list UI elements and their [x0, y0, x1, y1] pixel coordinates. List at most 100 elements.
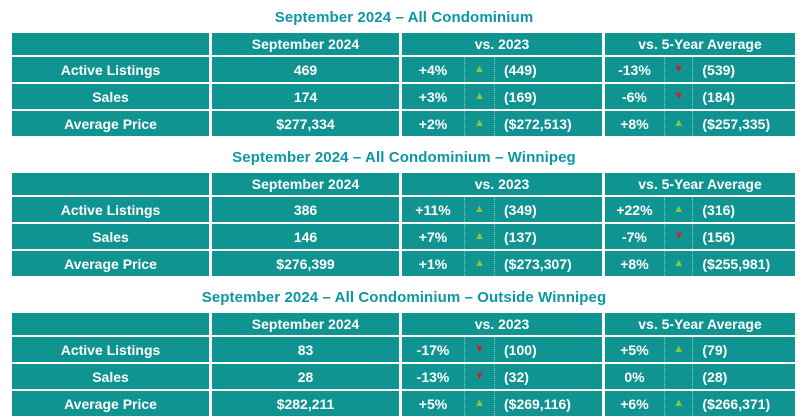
column-header-vs-5yr: vs. 5-Year Average: [605, 33, 795, 57]
trend-arrow-icon: ▲: [663, 337, 693, 362]
trend-arrow-icon: ▲: [663, 391, 693, 416]
comparison-value: (100): [494, 337, 602, 362]
pct-change: +7%: [418, 228, 448, 245]
trend-arrow-icon: ▼: [464, 337, 494, 362]
column-header-current: September 2024: [212, 173, 402, 197]
comparison-value: (539): [692, 57, 795, 82]
row-label: Average Price: [12, 251, 212, 276]
comparison-value: ($266,371): [692, 391, 795, 416]
table-row: Active Listings 83 -17% ▼ (100) +5% ▲ (7…: [12, 337, 795, 364]
table-section-outside-winnipeg: September 2024 – All Condominium – Outsi…: [0, 280, 808, 420]
trend-arrow-icon: ▲: [464, 391, 494, 416]
vs-5yr-cell: 0% (28): [605, 364, 795, 391]
comparison-value: (449): [494, 57, 602, 82]
vs-2023-cell: +4% ▲ (449): [402, 57, 605, 84]
current-value: $276,399: [212, 251, 402, 276]
current-value: 83: [212, 337, 402, 364]
current-value: 174: [212, 84, 402, 111]
comparison-value: ($257,335): [692, 111, 795, 136]
row-label: Active Listings: [12, 57, 212, 84]
pct-change: +4%: [418, 61, 448, 78]
pct-change: +3%: [418, 88, 448, 105]
current-value: 28: [212, 364, 402, 391]
pct-change: +5%: [418, 395, 448, 412]
row-label: Sales: [12, 364, 212, 391]
column-header-vs-2023: vs. 2023: [402, 33, 605, 57]
comparison-value: (156): [692, 224, 795, 249]
vs-2023-cell: +2% ▲ ($272,513): [402, 111, 605, 136]
trend-arrow-icon: [663, 364, 693, 389]
current-value: $282,211: [212, 391, 402, 416]
trend-arrow-icon: ▼: [464, 364, 494, 389]
column-header-vs-2023: vs. 2023: [402, 313, 605, 337]
trend-arrow-icon: ▲: [663, 251, 693, 276]
current-value: 146: [212, 224, 402, 251]
row-label: Sales: [12, 224, 212, 251]
column-header-current: September 2024: [212, 313, 402, 337]
pct-change: -6%: [621, 88, 647, 105]
vs-5yr-cell: -6% ▼ (184): [605, 84, 795, 111]
row-label: Sales: [12, 84, 212, 111]
current-value: $277,334: [212, 111, 402, 136]
trend-arrow-icon: ▲: [464, 57, 494, 82]
pct-change: +1%: [418, 255, 448, 272]
comparison-value: ($272,513): [494, 111, 602, 136]
column-header-label: [12, 173, 212, 197]
header-row: September 2024 vs. 2023 vs. 5-Year Avera…: [12, 173, 795, 197]
vs-2023-cell: +7% ▲ (137): [402, 224, 605, 251]
table-row: Sales 28 -13% ▼ (32) 0% (28): [12, 364, 795, 391]
vs-2023-cell: +1% ▲ ($273,307): [402, 251, 605, 276]
comparison-value: (28): [692, 364, 795, 389]
vs-5yr-cell: +22% ▲ (316): [605, 197, 795, 224]
table-row: Average Price $282,211 +5% ▲ ($269,116) …: [12, 391, 795, 416]
pct-change: 0%: [624, 368, 645, 385]
trend-arrow-icon: ▼: [663, 57, 693, 82]
stats-table: September 2024 vs. 2023 vs. 5-Year Avera…: [12, 313, 795, 416]
vs-2023-cell: -13% ▼ (32): [402, 364, 605, 391]
trend-arrow-icon: ▲: [464, 197, 494, 222]
pct-change: +2%: [418, 115, 448, 132]
trend-arrow-icon: ▲: [663, 111, 693, 136]
table-row: Active Listings 386 +11% ▲ (349) +22% ▲ …: [12, 197, 795, 224]
table-section-all-condominium: September 2024 – All Condominium Septemb…: [0, 0, 808, 140]
table-row: Average Price $277,334 +2% ▲ ($272,513) …: [12, 111, 795, 136]
current-value: 469: [212, 57, 402, 84]
trend-arrow-icon: ▼: [663, 224, 693, 249]
column-header-vs-5yr: vs. 5-Year Average: [605, 313, 795, 337]
vs-5yr-cell: -7% ▼ (156): [605, 224, 795, 251]
current-value: 386: [212, 197, 402, 224]
row-label: Average Price: [12, 391, 212, 416]
trend-arrow-icon: ▲: [464, 251, 494, 276]
trend-arrow-icon: ▲: [663, 197, 693, 222]
pct-change: +11%: [415, 201, 451, 218]
row-label: Active Listings: [12, 197, 212, 224]
row-label: Active Listings: [12, 337, 212, 364]
pct-change: -13%: [618, 61, 651, 78]
comparison-value: ($255,981): [692, 251, 795, 276]
vs-2023-cell: +5% ▲ ($269,116): [402, 391, 605, 416]
vs-5yr-cell: +5% ▲ (79): [605, 337, 795, 364]
vs-5yr-cell: +6% ▲ ($266,371): [605, 391, 795, 416]
pct-change: -17%: [416, 341, 450, 358]
comparison-value: (316): [692, 197, 795, 222]
pct-change: +8%: [620, 255, 649, 272]
table-title: September 2024 – All Condominium – Outsi…: [201, 289, 607, 306]
vs-5yr-cell: +8% ▲ ($255,981): [605, 251, 795, 276]
comparison-value: ($269,116): [494, 391, 602, 416]
vs-2023-cell: +11% ▲ (349): [402, 197, 605, 224]
pct-change: +6%: [620, 395, 649, 412]
comparison-value: (32): [494, 364, 602, 389]
column-header-label: [12, 33, 212, 57]
table-title: September 2024 – All Condominium: [274, 9, 534, 26]
vs-5yr-cell: -13% ▼ (539): [605, 57, 795, 84]
comparison-value: (169): [494, 84, 602, 109]
comparison-value: (137): [494, 224, 602, 249]
column-header-vs-2023: vs. 2023: [402, 173, 605, 197]
trend-arrow-icon: ▲: [464, 111, 494, 136]
stats-table: September 2024 vs. 2023 vs. 5-Year Avera…: [12, 173, 795, 276]
pct-change: +5%: [620, 341, 649, 358]
pct-change: +22%: [616, 201, 653, 218]
column-header-current: September 2024: [212, 33, 402, 57]
comparison-value: (349): [494, 197, 602, 222]
pct-change: +8%: [620, 115, 649, 132]
